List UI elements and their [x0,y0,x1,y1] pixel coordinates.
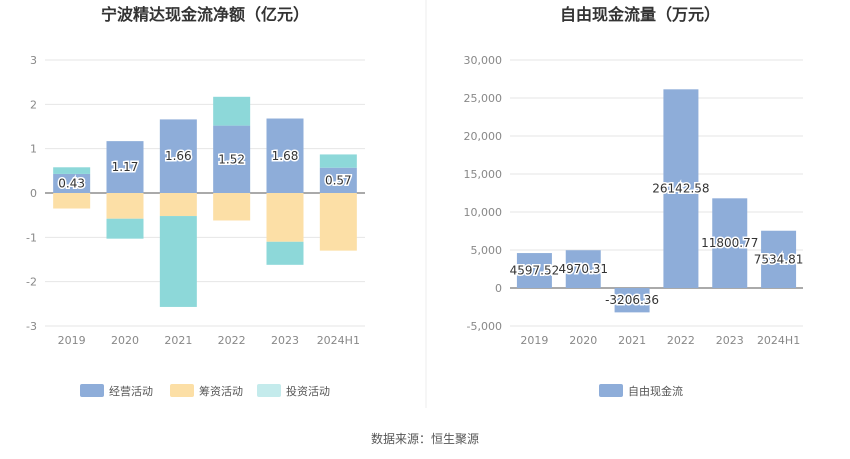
bar-operating [159,119,197,193]
legend-swatch [599,384,623,397]
legend-label: 投资活动 [286,384,330,398]
bar-free-cash-flow [761,230,797,288]
y-tick-label: 20,000 [464,130,503,143]
y-tick-label: -1 [26,231,37,244]
legend-label: 自由现金流 [628,384,683,398]
cash-flow-grid: 3 2 1 0 -1 -2 -3 2019 2020 2021 2022 2023 2024H1 [26,54,365,347]
bar-investing [53,167,91,174]
y-tick-label: -3 [26,320,37,333]
y-tick-label: 0 [30,187,37,200]
x-category-label: 2021 [618,334,646,347]
x-category-label: 2023 [716,334,744,347]
bar-operating [213,125,251,193]
legend-swatch [257,384,281,397]
x-category-label: 2024H1 [317,334,360,347]
free-cash-flow-value-label: 4970.31 [558,262,608,276]
y-tick-label: 5,000 [471,244,503,257]
bar-free-cash-flow [614,288,650,313]
x-category-label: 2024H1 [757,334,800,347]
x-category-label: 2019 [58,334,86,347]
operating-value-label: 1.66 [165,149,192,163]
x-category-label: 2022 [218,334,246,347]
x-category-label: 2020 [111,334,139,347]
bar-financing [106,193,144,219]
y-tick-label: 3 [30,54,37,67]
bar-free-cash-flow [516,253,552,288]
operating-value-label: 1.52 [218,152,245,166]
data-source: 数据来源：恒生聚源 [371,431,479,446]
y-tick-label: 25,000 [464,92,503,105]
free-cash-flow-value-label: 4597.52 [510,264,560,278]
x-category-label: 2020 [569,334,597,347]
cash-flow-chart-title: 宁波精达现金流净额（亿元） [101,5,309,24]
bar-financing [53,193,91,209]
bar-investing [159,216,197,307]
bar-investing [319,154,357,168]
y-tick-label: -2 [26,276,37,289]
cash-flow-data-labels: 0.43 1.17 1.66 1.52 1.68 0.57 [57,147,353,192]
y-tick-label: 0 [495,282,502,295]
bar-free-cash-flow [663,89,699,288]
free-cash-flow-value-label: -3206.36 [605,293,659,307]
x-category-label: 2022 [667,334,695,347]
legend-swatch [80,384,104,397]
cash-flow-legend: 经营活动 筹资活动 投资活动 [80,384,330,398]
legend-swatch [170,384,194,397]
bar-free-cash-flow [712,198,748,288]
cash-flow-chart: 宁波精达现金流净额（亿元） 3 2 1 0 -1 -2 -3 2019 2020 2021 2022… [26,5,365,398]
free-cash-flow-chart: 自由现金流量（万元） 30,000 25,000 20,000 15,000 10,00… [464,5,805,398]
x-category-label: 2019 [520,334,548,347]
bar-financing [213,193,251,221]
bar-financing [319,193,357,251]
y-tick-label: 1 [30,143,37,156]
bar-operating [266,118,304,193]
operating-value-label: 1.17 [112,160,139,174]
free-cash-flow-value-label: 26142.58 [652,182,709,196]
bar-free-cash-flow [565,250,601,288]
bar-operating [319,167,357,193]
legend-label: 筹资活动 [199,384,243,398]
y-tick-label: 15,000 [464,168,503,181]
free-cash-flow-value-label: 7534.81 [754,252,804,266]
operating-value-label: 0.43 [58,176,85,190]
bar-investing [266,241,304,265]
free-cash-flow-bars [516,89,797,313]
legend-label: 经营活动 [109,384,153,398]
free-cash-flow-grid: 30,000 25,000 20,000 15,000 10,000 5,000 0 -5,0… [464,54,803,347]
bar-investing [213,96,251,126]
operating-value-label: 0.57 [325,173,352,187]
free-cash-flow-value-label: 11800.77 [701,236,758,250]
free-cash-flow-data-labels: 4597.52 4970.31 -3206.36 26142.58 11800.77 75… [508,180,805,309]
x-category-label: 2023 [271,334,299,347]
operating-value-label: 1.68 [272,149,299,163]
bar-financing [266,193,304,242]
free-cash-flow-legend: 自由现金流 [599,384,683,398]
y-tick-label: 2 [30,98,37,111]
bar-operating [53,173,91,193]
cash-flow-bars [53,96,357,307]
y-tick-label: 30,000 [464,54,503,67]
y-tick-label: 10,000 [464,206,503,219]
free-cash-flow-chart-title: 自由现金流量（万元） [560,5,720,24]
x-category-label: 2021 [164,334,192,347]
bar-investing [106,218,144,239]
bar-operating [106,141,144,193]
y-tick-label: -5,000 [467,320,502,333]
bar-financing [159,193,197,217]
